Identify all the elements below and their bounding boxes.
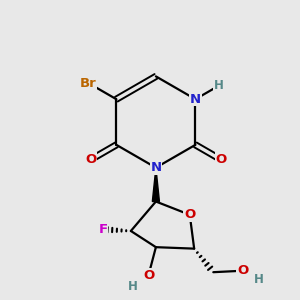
Text: O: O — [215, 153, 226, 166]
Text: O: O — [143, 268, 154, 282]
Text: H: H — [254, 273, 264, 286]
Text: N: N — [150, 161, 161, 174]
Text: Br: Br — [80, 76, 97, 89]
Text: N: N — [190, 93, 201, 106]
Text: H: H — [213, 80, 223, 92]
Text: O: O — [184, 208, 195, 221]
Text: H: H — [128, 280, 137, 293]
Text: O: O — [237, 264, 248, 277]
Polygon shape — [152, 168, 159, 202]
Text: F: F — [98, 223, 107, 236]
Text: O: O — [85, 153, 97, 166]
